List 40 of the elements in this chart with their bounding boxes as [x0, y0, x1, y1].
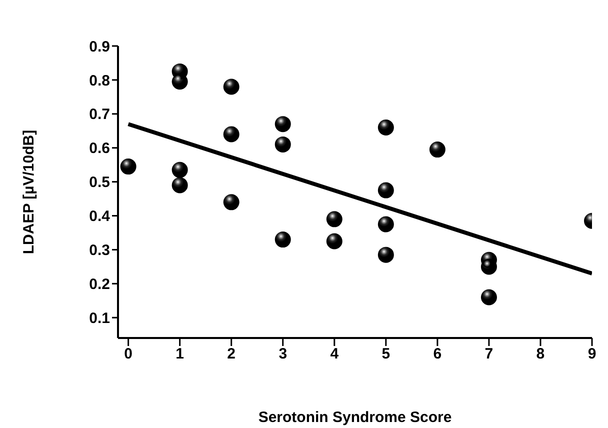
- y-axis-title: LDAEP [µV/10dB]: [20, 130, 38, 254]
- point: [326, 233, 342, 250]
- y-tick-label: 0.9: [89, 38, 110, 56]
- point: [378, 182, 394, 198]
- y-tick-label: 0.6: [89, 140, 110, 158]
- point: [223, 78, 240, 95]
- x-tick-label: 9: [588, 346, 596, 363]
- y-tick-label: 0.4: [89, 208, 111, 226]
- y-tick-label: 0.7: [89, 106, 110, 124]
- point: [172, 162, 188, 178]
- point: [223, 194, 240, 210]
- x-tick-label: 8: [536, 346, 545, 363]
- point: [172, 74, 188, 90]
- point: [429, 142, 446, 158]
- point: [274, 116, 291, 132]
- y-tick-label: 0.1: [89, 310, 110, 327]
- point: [378, 119, 394, 136]
- x-tick-label: 2: [227, 346, 236, 363]
- x-tick-label: 6: [433, 346, 442, 363]
- x-axis-title: Serotonin Syndrome Score: [258, 409, 452, 426]
- x-tick-label: 3: [278, 346, 288, 363]
- y-tick-label: 0.8: [89, 72, 110, 90]
- x-tick-label: 4: [330, 346, 340, 363]
- y-tick-label: 0.2: [89, 276, 110, 293]
- y-tick-label: 0.5: [89, 174, 110, 192]
- point: [480, 258, 497, 275]
- point: [274, 136, 291, 152]
- x-tick-label: 5: [382, 346, 390, 363]
- point: [274, 232, 291, 248]
- y-tick-label: 0.3: [89, 242, 110, 260]
- point: [480, 289, 497, 306]
- point: [172, 177, 188, 194]
- x-tick-label: 0: [124, 346, 132, 363]
- point: [378, 216, 394, 232]
- x-tick-label: 1: [176, 346, 184, 363]
- point: [378, 246, 394, 263]
- point: [120, 158, 136, 175]
- point: [326, 211, 342, 228]
- x-tick-label: 7: [484, 346, 494, 363]
- point: [223, 126, 240, 142]
